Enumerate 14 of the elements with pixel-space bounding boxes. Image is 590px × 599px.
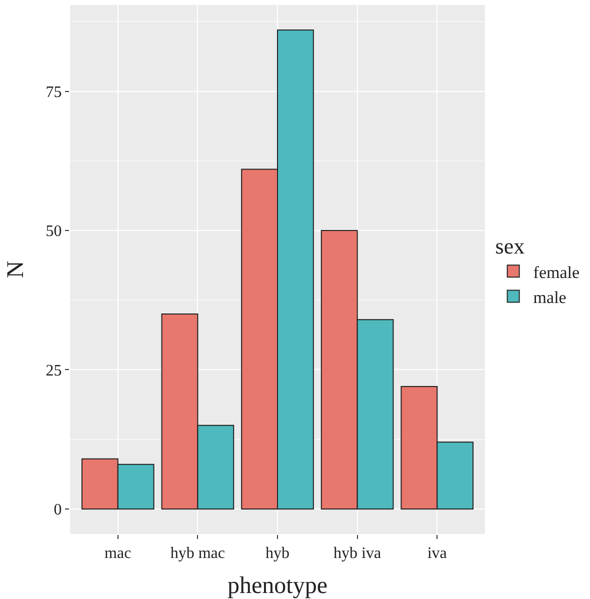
y-tick-label: 75 bbox=[46, 84, 62, 101]
legend-label: female bbox=[533, 262, 580, 282]
x-tick-label: hyb iva bbox=[334, 545, 382, 562]
y-tick-label: 25 bbox=[46, 362, 62, 380]
legend-label: male bbox=[533, 288, 566, 307]
x-tick-label: hyb bbox=[266, 545, 290, 562]
x-tick-label: iva bbox=[427, 545, 447, 562]
x-tick-label: hyb mac bbox=[170, 545, 226, 562]
x-axis-title: phenotype bbox=[228, 573, 328, 599]
x-tick-label: mac bbox=[104, 545, 132, 562]
y-axis-title: N bbox=[2, 260, 29, 278]
y-tick-label: 0 bbox=[54, 502, 62, 519]
legend-title: sex bbox=[495, 234, 525, 259]
y-tick-label: 50 bbox=[46, 223, 62, 240]
